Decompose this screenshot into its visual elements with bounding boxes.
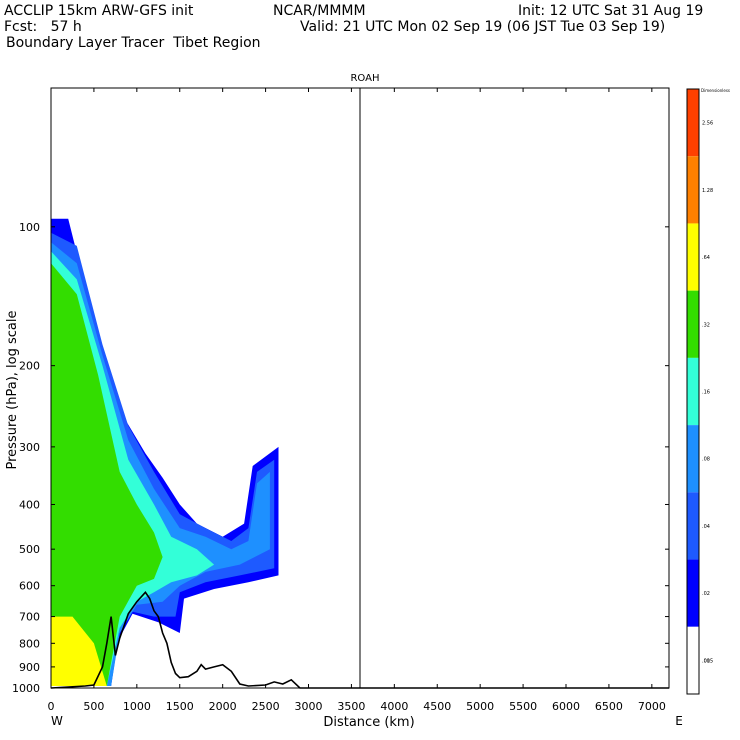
x-tick-label: 4500 [423,700,451,713]
x-tick-label: 4000 [380,700,408,713]
x-tick-label: 7000 [638,700,666,713]
colorbar: Dimensionless 2.56 1.28 .64 .32 .16 .08 .04 .02.… [686,88,730,695]
x-tick-label: 5000 [466,700,494,713]
forecast-hour: Fcst: 57 h [4,19,82,35]
x-end-west: W [51,714,63,728]
colorbar-swatch [687,559,699,627]
y-tick-label: 800 [19,637,40,650]
colorbar-swatch [687,223,699,291]
colorbar-swatch [687,156,699,224]
y-tick-label: 100 [19,221,40,234]
colorbar-frame [686,88,700,695]
colorbar-level-label: .01 [702,658,710,664]
y-tick-label: 1000 [12,682,40,695]
x-tick-label: 6000 [552,700,580,713]
colorbar-level-label: .02 [702,591,710,597]
org-label: NCAR/MMMM [273,3,366,19]
colorbar-level-label: .08 [702,457,710,463]
y-tick-label: 300 [19,441,40,454]
colorbar-level-label: .005 [702,658,713,664]
tracer-contours [51,205,283,687]
colorbar-swatch [687,357,699,426]
colorbar-swatch [687,425,699,493]
init-time: Init: 12 UTC Sat 31 Aug 19 [518,3,704,19]
x-tick-label: 2500 [252,700,280,713]
colorbar-level-label: .32 [702,322,710,328]
model-title: ACCLIP 15km ARW-GFS init [4,3,194,19]
colorbar-swatch [687,626,699,694]
colorbar-swatch [687,492,699,560]
plot-frame [50,87,670,689]
y-tick-label: 400 [19,498,40,511]
colorbar-level-label: .16 [702,390,710,396]
x-end-east: E [675,714,683,728]
x-tick-label: 0 [48,700,55,713]
colorbar-swatch [687,290,699,358]
y-tick-label: 700 [19,611,40,624]
chart-title: ROAH [350,73,379,84]
colorbar-level-label: 2.56 [702,121,713,127]
x-tick-label: 5500 [509,700,537,713]
contour-region-5 [51,263,163,686]
colorbar-level-label: 1.28 [702,188,713,194]
y-tick-label: 900 [19,661,40,674]
x-tick-label: 3500 [337,700,365,713]
colorbar-level-label: .04 [702,524,710,530]
colorbar-swatch [687,89,699,157]
y-axis: 100 200 300 400 500 600 700 800 900 1000 [12,221,669,695]
x-tick-label: 500 [83,700,104,713]
y-tick-label: 500 [19,543,40,556]
x-tick-label: 1000 [123,700,151,713]
colorbar-level-label: .64 [702,255,710,261]
y-axis-label: Pressure (hPa), log scale [5,311,20,470]
x-axis-label: Distance (km) [323,715,414,730]
valid-time: Valid: 21 UTC Mon 02 Sep 19 (06 JST Tue … [300,19,666,35]
y-tick-label: 200 [19,360,40,373]
contour-region-6 [51,616,107,686]
y-tick-label: 600 [19,580,40,593]
x-tick-label: 6500 [595,700,623,713]
x-axis: 0 500 1000 1500 2000 2500 3000 3500 4000 4500 5000… [48,88,666,713]
product-name: Boundary Layer Tracer Tibet Region [6,35,261,51]
x-tick-label: 1500 [166,700,194,713]
x-tick-label: 2000 [209,700,237,713]
x-tick-label: 3000 [295,700,323,713]
colorbar-top-label: Dimensionless [701,88,730,93]
